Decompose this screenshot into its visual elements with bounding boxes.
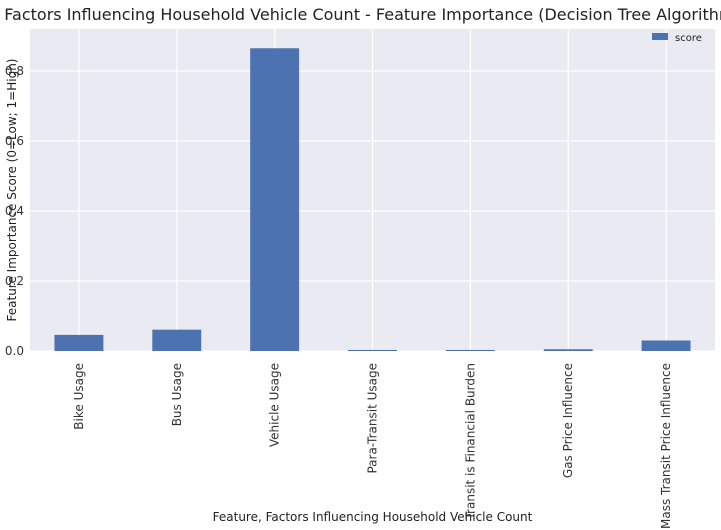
bar-bus-usage bbox=[152, 329, 202, 351]
y-tick-label: 0.4 bbox=[5, 204, 24, 218]
bar-bike-usage bbox=[54, 334, 104, 351]
x-tick-label: Gas Price Influence bbox=[561, 363, 575, 478]
x-axis-ticks: Bike Usage Bus Usage Vehicle Usage Para-Tra… bbox=[72, 363, 673, 529]
legend-swatch bbox=[652, 33, 668, 40]
y-tick-label: 0.0 bbox=[5, 344, 24, 358]
x-tick-label: Para-Transit Usage bbox=[366, 363, 380, 474]
bars bbox=[54, 48, 691, 351]
x-tick-label: Bus Usage bbox=[170, 363, 184, 426]
x-axis-label: Feature, Factors Influencing Household V… bbox=[213, 510, 533, 524]
y-tick-label: 0.8 bbox=[5, 64, 24, 78]
legend-label: score bbox=[675, 33, 702, 44]
x-tick-label: Bike Usage bbox=[72, 363, 86, 430]
bar-gas-price-influence bbox=[543, 349, 593, 351]
y-axis-label: Feature Importance Score (0=Low; 1=High) bbox=[5, 59, 19, 322]
x-tick-label: Vehicle Usage bbox=[268, 363, 282, 447]
bar-mass-transit-price-influence bbox=[641, 340, 691, 351]
bar-vehicle-usage bbox=[250, 48, 300, 351]
chart-title: Factors Influencing Household Vehicle Co… bbox=[4, 5, 721, 24]
bar-para-transit-usage bbox=[348, 349, 397, 351]
x-tick-label: Mass Transit Price Influence bbox=[659, 363, 673, 529]
y-tick-label: 0.2 bbox=[5, 274, 24, 288]
y-axis-ticks: 0.0 0.2 0.4 0.6 0.8 bbox=[5, 64, 24, 358]
x-tick-label: Transit is Financial Burden bbox=[463, 363, 477, 520]
y-tick-label: 0.6 bbox=[5, 134, 24, 148]
bar-transit-is-financial-burden bbox=[445, 349, 495, 351]
legend: score bbox=[652, 33, 702, 44]
